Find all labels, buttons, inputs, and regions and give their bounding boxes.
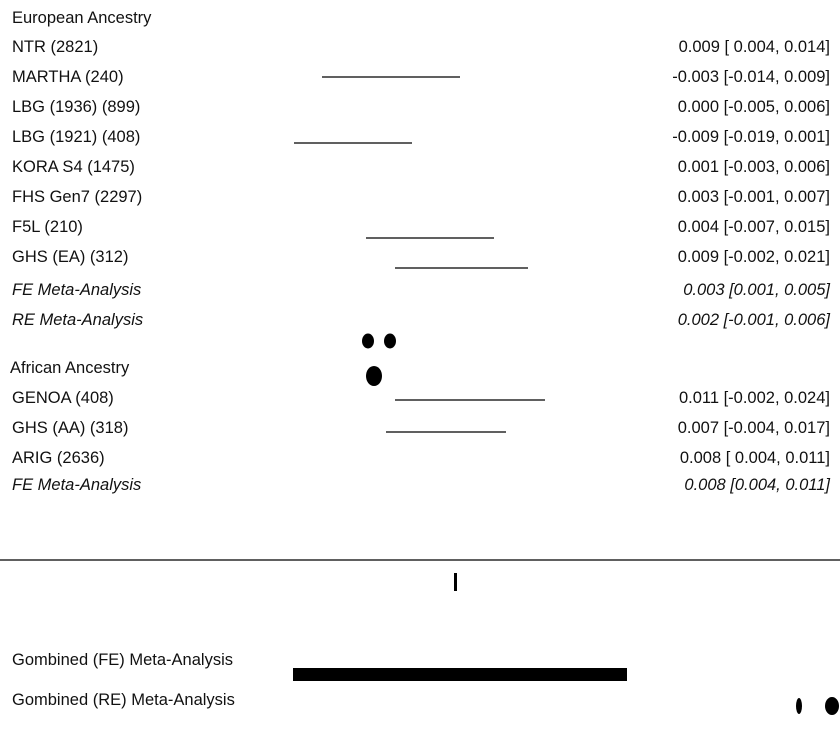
point (796, 698, 802, 714)
study-estimate: -0.003 [-0.014, 0.009] (672, 68, 830, 86)
study-label: LBG (1921) (408) (12, 128, 141, 146)
study-estimate: 0.009 [ 0.004, 0.014] (678, 38, 830, 56)
study-label: NTR (2821) (12, 38, 99, 56)
point (366, 366, 382, 386)
study-estimate: 0.004 [-0.007, 0.015] (677, 218, 830, 236)
section-title: African Ancestry (10, 359, 130, 377)
reference-mark (454, 573, 457, 591)
study-label: MARTHA (240) (12, 68, 124, 86)
study-estimate: 0.001 [-0.003, 0.006] (677, 158, 830, 176)
study-estimate: 0.011 [-0.002, 0.024] (678, 389, 830, 407)
meta-label: FE Meta-Analysis (12, 281, 142, 299)
combined-label: Gombined (FE) Meta-Analysis (12, 651, 233, 669)
study-label: GHS (EA) (312) (12, 248, 129, 266)
meta-label: FE Meta-Analysis (12, 476, 142, 494)
combined-bar (293, 668, 627, 681)
section-title: European Ancestry (12, 9, 152, 27)
study-estimate: 0.009 [-0.002, 0.021] (677, 248, 830, 266)
point (825, 697, 839, 715)
study-label: F5L (210) (12, 218, 83, 236)
study-estimate: 0.007 [-0.004, 0.017] (677, 419, 830, 437)
meta-estimate: 0.008 [0.004, 0.011] (684, 476, 830, 494)
study-label: KORA S4 (1475) (12, 158, 135, 176)
study-label: GHS (AA) (318) (12, 419, 129, 437)
meta-label: RE Meta-Analysis (12, 311, 144, 329)
combined-label: Gombined (RE) Meta-Analysis (12, 691, 235, 709)
point (362, 333, 374, 349)
point (384, 333, 396, 349)
study-estimate: 0.008 [ 0.004, 0.011] (679, 449, 830, 467)
study-label: FHS Gen7 (2297) (12, 188, 143, 206)
meta-estimate: 0.002 [-0.001, 0.006] (677, 311, 830, 329)
study-estimate: 0.000 [-0.005, 0.006] (677, 98, 830, 116)
meta-estimate: 0.003 [0.001, 0.005] (683, 281, 830, 299)
study-estimate: -0.009 [-0.019, 0.001] (672, 128, 830, 146)
study-label: GENOA (408) (12, 389, 114, 407)
study-label: LBG (1936) (899) (12, 98, 141, 116)
study-label: ARIG (2636) (12, 449, 105, 467)
study-estimate: 0.003 [-0.001, 0.007] (677, 188, 830, 206)
